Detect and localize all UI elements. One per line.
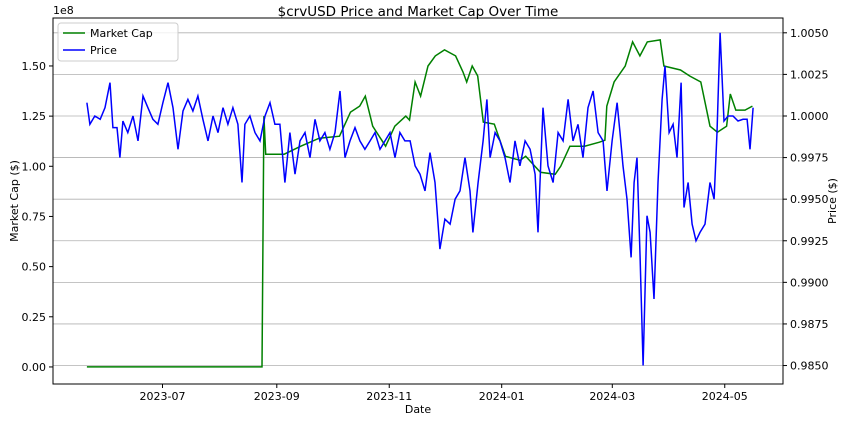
left-offset-label: 1e8 <box>53 4 74 17</box>
right-tick-label: 0.9950 <box>790 193 829 206</box>
right-tick-label: 1.0000 <box>790 110 829 123</box>
plot-frame <box>52 17 784 385</box>
left-axis-label: Market Cap ($) <box>8 160 21 242</box>
x-axis: 2023-07 2023-09 2023-11 2024-01 2024-03 2024-… <box>140 384 748 403</box>
x-tick-label: 2024-05 <box>702 390 748 403</box>
right-axis-label: Price ($) <box>826 178 839 224</box>
left-tick-label: 0.00 <box>22 361 47 374</box>
right-tick-label: 0.9900 <box>790 276 829 289</box>
right-tick-label: 0.9975 <box>790 152 829 165</box>
x-tick-label: 2024-01 <box>479 390 525 403</box>
legend-label-market-cap: Market Cap <box>90 27 153 40</box>
gridlines <box>53 32 783 366</box>
legend-box <box>57 22 179 62</box>
right-tick-label: 0.9875 <box>790 318 829 331</box>
x-tick-label: 2023-07 <box>140 390 186 403</box>
series-line-price <box>86 32 754 366</box>
chart-title: $crvUSD Price and Market Cap Over Time <box>278 4 559 20</box>
left-tick-label: 0.25 <box>22 311 47 324</box>
legend-label-price: Price <box>90 44 117 57</box>
x-tick-label: 2023-09 <box>254 390 300 403</box>
series-line-market-cap <box>86 39 753 368</box>
x-axis-label: Date <box>405 403 432 416</box>
legend: Market Cap Price <box>57 22 179 62</box>
right-tick-label: 0.9925 <box>790 235 829 248</box>
right-axis: 0.9850 0.9875 0.9900 0.9925 0.9950 0.9975 1.00… <box>783 27 829 373</box>
left-tick-label: 0.75 <box>22 210 47 223</box>
series-lines <box>86 32 754 368</box>
x-tick-label: 2023-11 <box>366 390 412 403</box>
left-tick-label: 1.50 <box>22 60 47 73</box>
left-axis: 0.00 0.25 0.50 0.75 1.00 1.25 1.50 <box>22 60 53 374</box>
left-tick-label: 0.50 <box>22 261 47 274</box>
left-tick-label: 1.25 <box>22 110 47 123</box>
left-tick-label: 1.00 <box>22 160 47 173</box>
x-tick-label: 2024-03 <box>589 390 635 403</box>
right-tick-label: 0.9850 <box>790 360 829 373</box>
right-tick-label: 1.0025 <box>790 68 829 81</box>
right-tick-label: 1.0050 <box>790 27 829 40</box>
